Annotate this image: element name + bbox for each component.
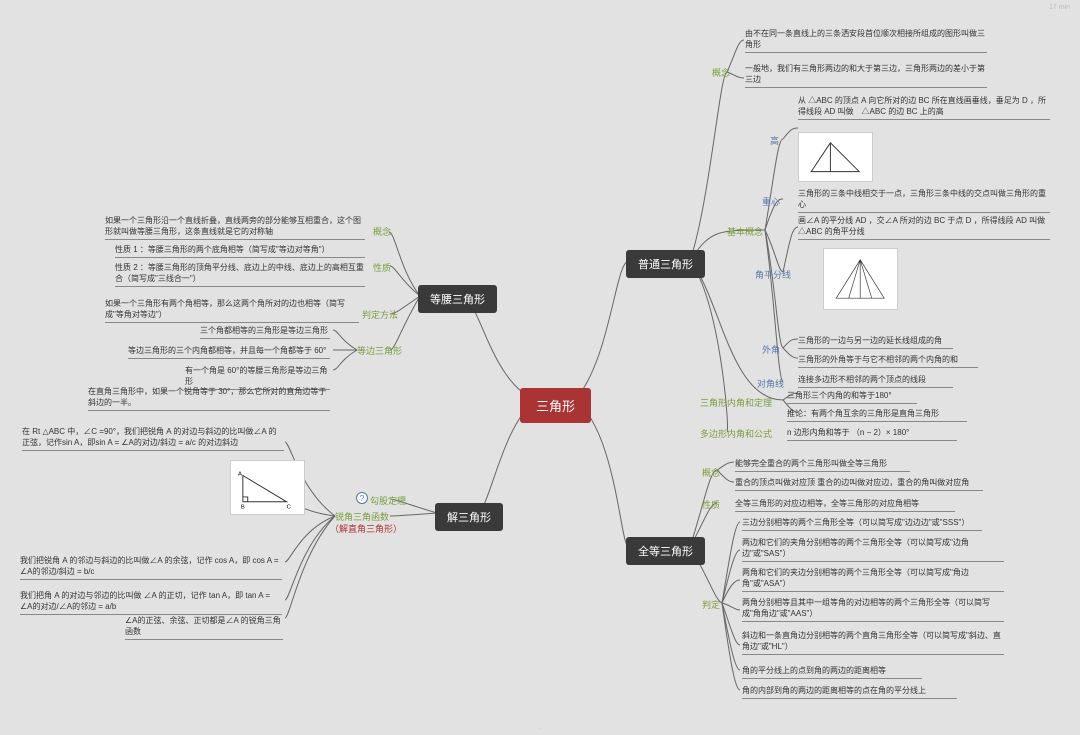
leaf-17: 画∠A 的平分线 AD ，交∠A 所对的边 BC 于点 D ，所得线段 AD 叫… xyxy=(798,215,1050,240)
leaf-33: 角的内部到角的两边的距离相等的点在角的平分线上 xyxy=(742,685,957,699)
marker-circle: ? xyxy=(356,492,368,504)
leaf-9: 在 Rt △ABC 中，∠C =90°，我们把锐角 A 的对边与斜边的比叫做∠A… xyxy=(22,426,284,451)
label-centroid: 重心 xyxy=(762,195,780,208)
svg-text:C: C xyxy=(287,505,291,509)
label-basic-concept: 基本概念 xyxy=(727,225,763,238)
leaf-12: ∠A的正弦、余弦、正切都是∠A 的锐角三角函数 xyxy=(125,615,283,640)
footer-watermark: · xyxy=(539,726,541,732)
label-height: 高 xyxy=(770,134,779,147)
svg-text:B: B xyxy=(241,505,245,509)
label-ext-angle: 外角 xyxy=(762,343,780,356)
label-concept-2: 概念 xyxy=(712,66,730,79)
label-judge-3: 判定 xyxy=(702,598,720,611)
leaf-23: n 边形内角和等于 （n − 2）× 180° xyxy=(787,427,957,441)
svg-text:A: A xyxy=(238,472,242,478)
leaf-13: 由不在同一条直线上的三条洒安段首位顺次相接所组成的图形叫做三角形 xyxy=(745,28,987,53)
label-judge-1: 判定方法 xyxy=(362,308,398,321)
label-concept-1: 概念 xyxy=(373,225,391,238)
leaf-21: 三角形三个内角的和等于180° xyxy=(787,390,917,404)
leaf-18: 三角形的一边与另一边的延长线组成的角 xyxy=(798,335,953,349)
label-angle-sum: 三角形内角和定理 xyxy=(700,396,772,409)
leaf-16: 三角形的三条中线相交于一点，三角形三条中线的交点叫做三角形的重心 xyxy=(798,188,1050,213)
label-diagonal: 对角线 xyxy=(757,377,784,390)
leaf-26: 全等三角形的对应边相等，全等三角形的对应角相等 xyxy=(735,498,955,512)
label-pythagoras: 勾股定理 xyxy=(370,494,406,507)
label-polygon-sum: 多边形内角和公式 xyxy=(700,427,772,440)
diagram-altitude xyxy=(798,132,873,182)
leaf-28: 两边和它们的夹角分别相等的两个三角形全等（可以简写成"边角边"或"SAS"） xyxy=(742,537,1004,562)
branch-general[interactable]: 普通三角形 xyxy=(626,250,705,278)
leaf-6: 等边三角形的三个内角都相等，并且每一个角都等于 60° xyxy=(128,345,330,359)
leaf-11: 我们把角 A 的对边与邻边的比叫做 ∠A 的正切，记作 tan A，即 tan … xyxy=(20,590,282,615)
leaf-15: 从 △ABC 的顶点 A 向它所对的边 BC 所在直线画垂线，垂足为 D ，所得… xyxy=(798,95,1050,120)
leaf-32: 角的平分线上的点到角的两边的距离相等 xyxy=(742,665,922,679)
leaf-4: 如果一个三角形有两个角相等，那么这两个角所对的边也相等（简写成"等角对等边"） xyxy=(105,298,359,323)
leaf-22: 推论：有两个角互余的三角形是直角三角形 xyxy=(787,408,967,422)
label-solve-rt: （解直角三角形） xyxy=(330,522,402,535)
label-property-3: 性质 xyxy=(702,498,720,511)
leaf-19: 三角形的外角等于与它不相邻的两个内角的和 xyxy=(798,354,978,368)
label-concept-3: 概念 xyxy=(702,466,720,479)
leaf-10: 我们把锐角 A 的邻边与斜边的比叫做∠A 的余弦，记作 cos A，即 cos … xyxy=(20,555,282,580)
diagram-right-triangle: B C A xyxy=(230,460,305,515)
leaf-20: 连接多边形不相邻的两个顶点的线段 xyxy=(798,374,953,388)
label-property-1: 性质 xyxy=(373,261,391,274)
leaf-2: 性质 1 ：等腰三角形的两个底角相等（简写成"等边对等角"） xyxy=(115,244,365,258)
leaf-3: 性质 2 ：等腰三角形的顶角平分线、底边上的中线、底边上的高相互重合（简写成"三… xyxy=(115,262,365,287)
leaf-5: 三个角都相等的三角形是等边三角形 xyxy=(200,325,330,339)
leaf-30: 两角分别相等且其中一组等角的对边相等的两个三角形全等（可以简写成"角角边"或"A… xyxy=(742,597,1004,622)
leaf-25: 重合的顶点叫做对应顶 重合的边叫做对应边，重合的角叫做对应角 xyxy=(735,477,983,491)
diagram-bisector xyxy=(823,248,898,310)
branch-solve[interactable]: 解三角形 xyxy=(435,503,503,531)
branch-isosceles[interactable]: 等腰三角形 xyxy=(418,285,497,313)
leaf-31: 斜边和一条直角边分别相等的两个直角三角形全等（可以简写成"斜边、直角边"或"HL… xyxy=(742,630,1004,655)
label-bisector: 角平分线 xyxy=(755,268,791,281)
leaf-14: 一般地，我们有三角形两边的和大于第三边，三角形两边的差小于第三边 xyxy=(745,63,987,88)
watermark: 17 min xyxy=(1049,4,1070,11)
leaf-27: 三边分别相等的两个三角形全等（可以简写成"边边边"或"SSS"） xyxy=(742,517,982,531)
leaf-8: 在直角三角形中，如果一个锐角等于 30°，那么它所对的直角边等于斜边的一半。 xyxy=(88,386,330,411)
root-node[interactable]: 三角形 xyxy=(520,388,591,423)
leaf-1: 如果一个三角形沿一个直线折叠，直线两旁的部分能够互相重合，这个图形就叫做等腰三角… xyxy=(105,215,365,240)
leaf-24: 能够完全重合的两个三角形叫做全等三角形 xyxy=(735,458,910,472)
leaf-29: 两角和它们的夹边分别相等的两个三角形全等（可以简写成"角边角"或"ASA"） xyxy=(742,567,1004,592)
label-equilateral: 等边三角形 xyxy=(357,344,402,357)
branch-congruent[interactable]: 全等三角形 xyxy=(626,537,705,565)
